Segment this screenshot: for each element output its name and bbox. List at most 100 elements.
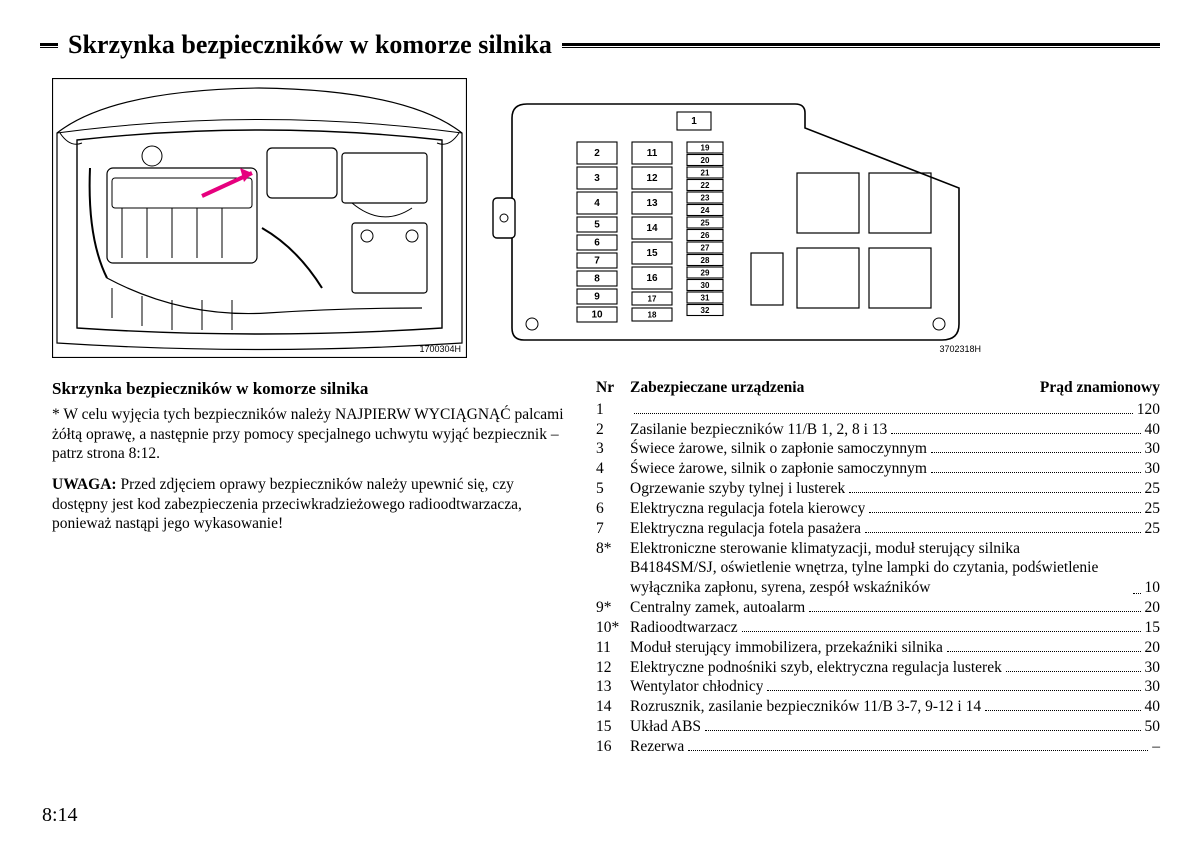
svg-text:3: 3	[594, 173, 600, 184]
row-val: 30	[1145, 658, 1161, 678]
row-desc: Moduł sterujący immobilizera, przekaźnik…	[630, 638, 943, 658]
row-nr: 2	[596, 420, 630, 440]
svg-text:22: 22	[701, 181, 710, 190]
row-val: 10	[1145, 578, 1161, 598]
table-row: 12Elektryczne podnośniki szyb, elektrycz…	[596, 658, 1160, 678]
leader-dots	[634, 413, 1133, 414]
row-desc: Ogrzewanie szyby tylnej i lusterek	[630, 479, 845, 499]
row-nr: 7	[596, 519, 630, 539]
table-row: 15Układ ABS50	[596, 717, 1160, 737]
table-row: 4Świece żarowe, silnik o zapłonie samocz…	[596, 459, 1160, 479]
row-desc: Elektryczna regulacja fotela pasażera	[630, 519, 861, 539]
row-nr: 9*	[596, 598, 630, 618]
svg-text:1: 1	[691, 116, 697, 127]
table-row: 2Zasilanie bezpieczników 11/B 1, 2, 8 i …	[596, 420, 1160, 440]
row-nr: 5	[596, 479, 630, 499]
svg-text:5: 5	[594, 220, 600, 231]
row-nr: 12	[596, 658, 630, 678]
left-column: Skrzynka bezpieczników w komorze silnika…	[52, 378, 572, 757]
row-nr: 10*	[596, 618, 630, 638]
row-val: 30	[1145, 459, 1161, 479]
svg-text:10: 10	[591, 310, 603, 321]
svg-text:18: 18	[648, 311, 657, 320]
svg-text:19: 19	[701, 144, 710, 153]
svg-text:15: 15	[646, 248, 658, 259]
leader-dots	[931, 472, 1141, 473]
row-nr: 16	[596, 737, 630, 757]
note-paragraph: * W celu wyjęcia tych bezpieczników nale…	[52, 405, 572, 463]
svg-text:16: 16	[646, 273, 658, 284]
svg-text:11: 11	[647, 148, 658, 159]
figure-caption-left: 1700304H	[419, 344, 461, 354]
row-nr: 1	[596, 400, 630, 420]
row-desc: Świece żarowe, silnik o zapłonie samoczy…	[630, 459, 927, 479]
row-nr: 14	[596, 697, 630, 717]
row-val: 25	[1145, 499, 1161, 519]
row-val: 15	[1145, 618, 1161, 638]
svg-text:13: 13	[646, 198, 658, 209]
leader-dots	[705, 730, 1140, 731]
row-nr: 6	[596, 499, 630, 519]
warning-label: UWAGA:	[52, 476, 117, 493]
row-val: 120	[1137, 400, 1160, 420]
row-nr: 15	[596, 717, 630, 737]
row-desc: Układ ABS	[630, 717, 701, 737]
svg-text:25: 25	[701, 219, 710, 228]
row-val: 25	[1145, 479, 1161, 499]
svg-text:4: 4	[594, 198, 600, 209]
table-row: 10*Radioodtwarzacz15	[596, 618, 1160, 638]
svg-text:6: 6	[594, 238, 600, 249]
table-row: 16Rezerwa –	[596, 737, 1160, 757]
table-row: 11Moduł sterujący immobilizera, przekaźn…	[596, 638, 1160, 658]
row-desc: Wentylator chłodnicy	[630, 677, 763, 697]
svg-text:9: 9	[594, 292, 600, 303]
table-head-desc: Zabezpieczane urządzenia	[630, 378, 990, 398]
row-nr: 11	[596, 638, 630, 658]
svg-text:26: 26	[701, 231, 710, 240]
content-columns: Skrzynka bezpieczników w komorze silnika…	[40, 378, 1160, 757]
svg-text:31: 31	[701, 294, 710, 303]
table-row: 5Ogrzewanie szyby tylnej i lusterek 25	[596, 479, 1160, 499]
row-extra: B4184SM/SJ, oświetlenie wnętrza, tylne l…	[596, 558, 1160, 598]
leader-dots	[1133, 593, 1141, 594]
svg-text:2: 2	[594, 148, 600, 159]
svg-text:12: 12	[646, 173, 658, 184]
row-val: 25	[1145, 519, 1161, 539]
row-val: 40	[1145, 420, 1161, 440]
svg-text:32: 32	[701, 306, 710, 315]
row-desc: Elektryczna regulacja fotela kierowcy	[630, 499, 865, 519]
leader-dots	[947, 651, 1141, 652]
svg-text:14: 14	[646, 223, 658, 234]
table-body: 11202Zasilanie bezpieczników 11/B 1, 2, …	[596, 400, 1160, 757]
leader-dots	[891, 433, 1140, 434]
figure-fuse-box: 1234567891011121314151617181920212223242…	[487, 78, 987, 358]
warning-paragraph: UWAGA: Przed zdjęciem oprawy bezpiecznik…	[52, 475, 572, 533]
title-row: Skrzynka bezpieczników w komorze silnika	[40, 30, 1160, 60]
title-rule-right	[562, 43, 1160, 48]
page-number: 8:14	[42, 804, 78, 827]
row-desc: Elektroniczne sterowanie klimatyzacji, m…	[630, 539, 1020, 559]
row-val: 40	[1145, 697, 1161, 717]
svg-text:17: 17	[648, 295, 657, 304]
leader-dots	[931, 452, 1141, 453]
svg-text:23: 23	[701, 194, 710, 203]
table-row: 9*Centralny zamek, autoalarm20	[596, 598, 1160, 618]
leader-dots	[849, 492, 1140, 493]
row-val: –	[1152, 737, 1160, 757]
row-desc: Elektryczne podnośniki szyb, elektryczna…	[630, 658, 1002, 678]
row-nr: 3	[596, 439, 630, 459]
row-desc: Świece żarowe, silnik o zapłonie samoczy…	[630, 439, 927, 459]
row-desc: Rezerwa	[630, 737, 684, 757]
table-header: Nr Zabezpieczane urządzenia Prąd znamion…	[596, 378, 1160, 398]
svg-text:8: 8	[594, 274, 600, 285]
row-desc: Zasilanie bezpieczników 11/B 1, 2, 8 i 1…	[630, 420, 887, 440]
row-nr: 8*	[596, 539, 630, 559]
right-column: Nr Zabezpieczane urządzenia Prąd znamion…	[596, 378, 1160, 757]
leader-dots	[1006, 671, 1141, 672]
row-val: 30	[1145, 439, 1161, 459]
svg-text:7: 7	[594, 256, 600, 267]
row-desc: Centralny zamek, autoalarm	[630, 598, 805, 618]
row-desc: Rozrusznik, zasilanie bezpieczników 11/B…	[630, 697, 981, 717]
table-head-val: Prąd znamionowy	[990, 378, 1160, 398]
row-nr: 13	[596, 677, 630, 697]
